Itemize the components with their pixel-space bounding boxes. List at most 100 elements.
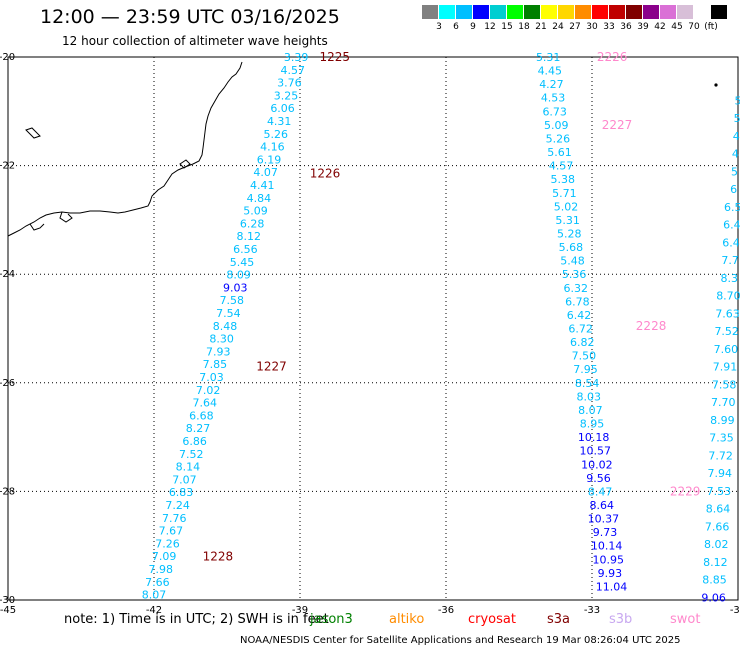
wave-height-label: 7.93	[206, 345, 231, 358]
wave-height-label: 5.26	[546, 132, 571, 145]
legend-swatch	[592, 5, 608, 19]
island-north	[25, 127, 41, 139]
legend-label: 9	[470, 22, 476, 32]
legend-swatch	[711, 5, 727, 19]
wave-height-label: 9.93	[598, 567, 623, 580]
lon-tick-label: -36	[438, 605, 454, 616]
time-label: 2229	[670, 484, 701, 498]
wave-height-label: 4	[733, 130, 740, 143]
lon-tick-label: -30	[730, 605, 740, 616]
coastline-inlet	[29, 223, 45, 231]
legend-label: 30	[586, 22, 598, 32]
wave-height-label: 5.31	[536, 51, 561, 64]
wave-height-label: 6.4	[722, 236, 740, 249]
page-subtitle: 12 hour collection of altimeter wave hei…	[62, 34, 328, 48]
legend-label: 24	[552, 22, 564, 32]
wave-height-label: 7.58	[220, 294, 245, 307]
time-label: 2227	[602, 118, 633, 132]
wave-height-label: 8.07	[578, 404, 603, 417]
wave-height-label: 7.24	[165, 499, 190, 512]
lat-tick-label: -30	[0, 595, 15, 606]
wave-height-label: 6.56	[233, 243, 258, 256]
wave-height-label: 7.85	[203, 358, 228, 371]
wave-height-label: 7.76	[162, 512, 187, 525]
wave-height-label: 6.4	[723, 219, 740, 232]
wave-height-label: 7.02	[196, 384, 221, 397]
wave-height-label: 7.03	[199, 371, 224, 384]
lon-tick-label: -33	[584, 605, 600, 616]
island-coast	[179, 159, 191, 169]
wave-height-label: 4.07	[253, 166, 278, 179]
time-label: 1227	[256, 360, 287, 374]
brazil-coastline	[7, 61, 243, 237]
wave-height-label: 10.37	[588, 513, 620, 526]
time-label: 1226	[310, 167, 341, 181]
wave-height-label: 9.03	[223, 281, 248, 294]
wave-height-label: 4	[732, 148, 739, 161]
wave-height-label: 7.54	[216, 307, 241, 320]
wave-height-label: 7.91	[713, 361, 738, 374]
wave-height-label: 7.09	[152, 550, 177, 563]
wave-height-label: 7.52	[714, 325, 739, 338]
wave-height-label: 5.48	[560, 255, 585, 268]
legend-label: 39	[637, 22, 649, 32]
legend-swatch	[643, 5, 659, 19]
altimeter-tracks: 3.394.573.763.256.064.315.264.166.194.07…	[142, 50, 740, 604]
wave-height-label: 7.72	[708, 449, 733, 462]
wave-height-label: 7.64	[193, 397, 218, 410]
wave-height-label: 7.94	[708, 467, 733, 480]
wave-height-label: 7.95	[573, 363, 598, 376]
legend-swatch	[507, 5, 523, 19]
wave-height-label: 8.64	[706, 503, 731, 516]
wave-height-label: 7.35	[709, 432, 734, 445]
wave-height-label: 7.60	[714, 343, 739, 356]
wave-height-label: 6.19	[257, 153, 282, 166]
coastline	[7, 61, 718, 237]
legend-label: 70	[688, 22, 700, 32]
wave-height-label: 6.68	[189, 409, 214, 422]
satellite-jason3: jason3	[310, 612, 353, 627]
wave-height-label: 4.27	[539, 78, 564, 91]
time-label: 2226	[597, 50, 628, 64]
legend-label: 18	[518, 22, 530, 32]
lat-tick-label: -22	[0, 161, 15, 172]
wave-height-label: 6.32	[564, 282, 589, 295]
lon-tick-label: -42	[146, 605, 162, 616]
lon-tick-label: -39	[292, 605, 308, 616]
wave-height-label: 5.31	[555, 214, 580, 227]
page-title: 12:00 — 23:59 UTC 03/16/2025	[40, 6, 340, 28]
wave-height-label: 7.98	[149, 563, 174, 576]
wave-height-label: 4.53	[541, 92, 566, 105]
legend-label: 36	[620, 22, 632, 32]
map-frame	[7, 56, 739, 601]
wave-height-label: 4.57	[549, 160, 574, 173]
wave-height-label: 5.45	[230, 256, 255, 269]
wave-height-label: 8.30	[209, 333, 234, 346]
wave-height-label: 4.45	[538, 65, 563, 78]
wave-height-label: 5.28	[557, 227, 582, 240]
wave-height-label: 3.76	[277, 77, 302, 90]
legend-swatch	[490, 5, 506, 19]
wave-height-label: 8.09	[226, 269, 251, 282]
satellite-swot: swot	[670, 612, 701, 627]
legend-label: 45	[671, 22, 683, 32]
lat-tick-label: -20	[0, 52, 15, 63]
legend-label: 33	[603, 22, 615, 32]
wave-height-label: 8.48	[213, 320, 238, 333]
wave-height-label: 4.84	[247, 192, 272, 205]
legend-swatch	[677, 5, 693, 19]
wave-height-label: 6	[730, 183, 737, 196]
time-label: 2228	[636, 319, 667, 333]
wave-height-label: 8.3	[721, 272, 739, 285]
lat-tick-label: -26	[0, 378, 15, 389]
wave-height-label: 10.18	[578, 431, 610, 444]
wave-height-label: 5.61	[547, 146, 572, 159]
legend-swatch	[660, 5, 676, 19]
satellite-s3b: s3b	[609, 612, 633, 627]
time-label: 1228	[203, 550, 234, 564]
wave-height-label: 3.25	[274, 89, 299, 102]
legend-swatch	[456, 5, 472, 19]
wave-height-label: 4.16	[260, 141, 285, 154]
lat-tick-label: -24	[0, 269, 15, 280]
